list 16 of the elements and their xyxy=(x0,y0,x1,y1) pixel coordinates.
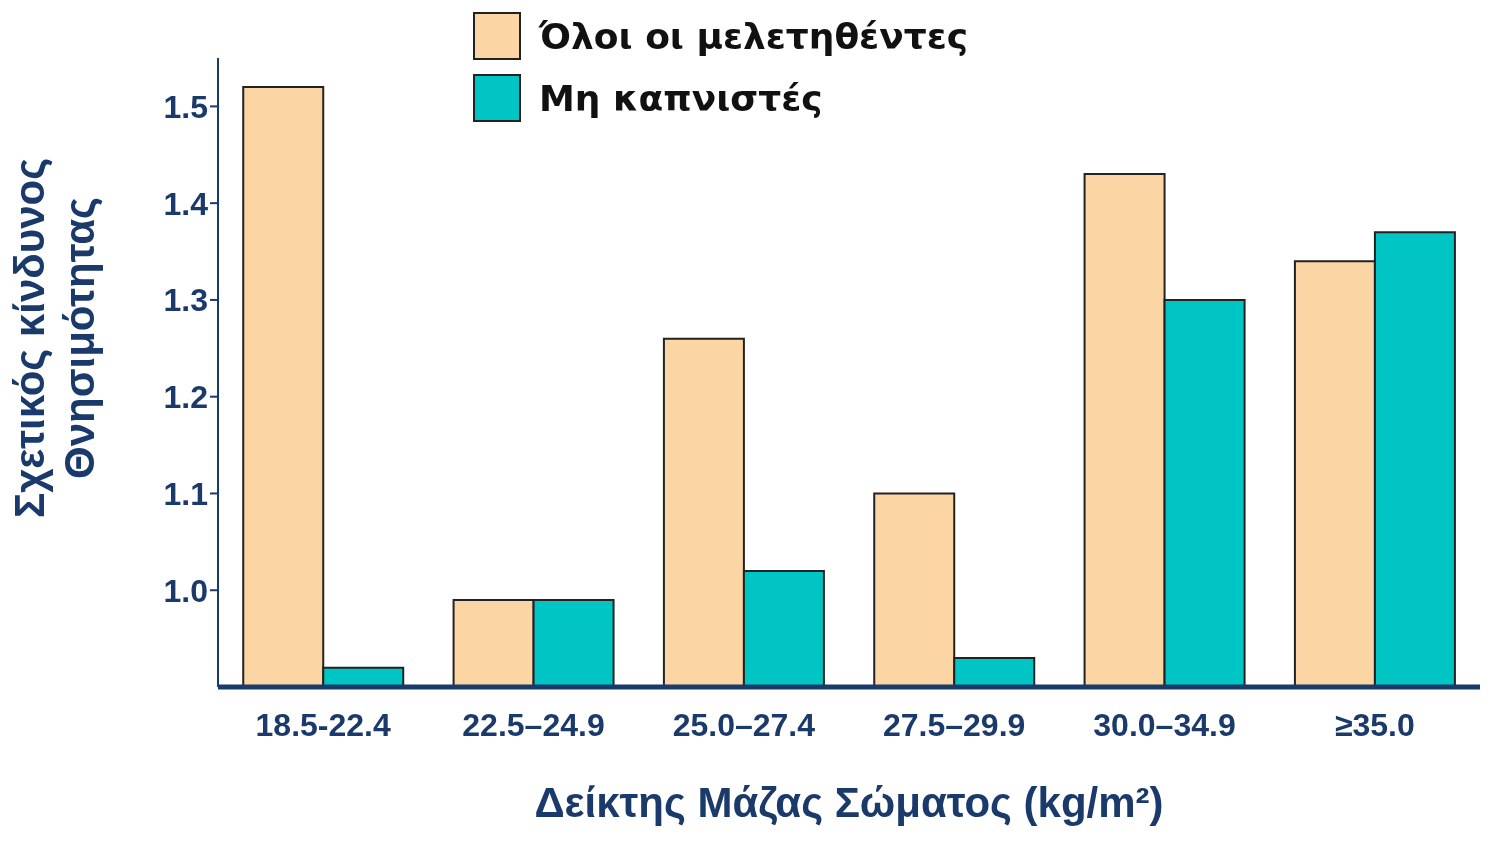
x-tick-label: ≥35.0 xyxy=(1334,706,1415,743)
y-tick-label: 1.3 xyxy=(163,282,208,319)
y-tick-label: 1.0 xyxy=(163,572,208,609)
y-tick-label: 1.4 xyxy=(163,185,209,222)
x-tick-label: 27.5–29.9 xyxy=(882,706,1026,743)
x-tick-label: 25.0–27.4 xyxy=(672,706,816,743)
x-tick-label: 22.5–24.9 xyxy=(462,706,605,743)
y-axis-title: Σχετικός κίνδυνος Θνησιμότητας xyxy=(6,157,103,519)
x-tick-label: 30.0–34.9 xyxy=(1093,706,1236,743)
legend-label: Όλοι οι μελετηθέντες xyxy=(539,15,969,57)
y-tick-label: 1.5 xyxy=(163,88,208,125)
legend-label: Μη καπνιστές xyxy=(539,77,823,119)
y-tick-label: 1.2 xyxy=(163,379,208,416)
x-axis-title: Δείκτης Μάζας Σώματος (kg/m²) xyxy=(534,779,1164,826)
x-tick-label: 18.5-22.4 xyxy=(255,706,391,743)
y-tick-label: 1.1 xyxy=(163,475,208,512)
